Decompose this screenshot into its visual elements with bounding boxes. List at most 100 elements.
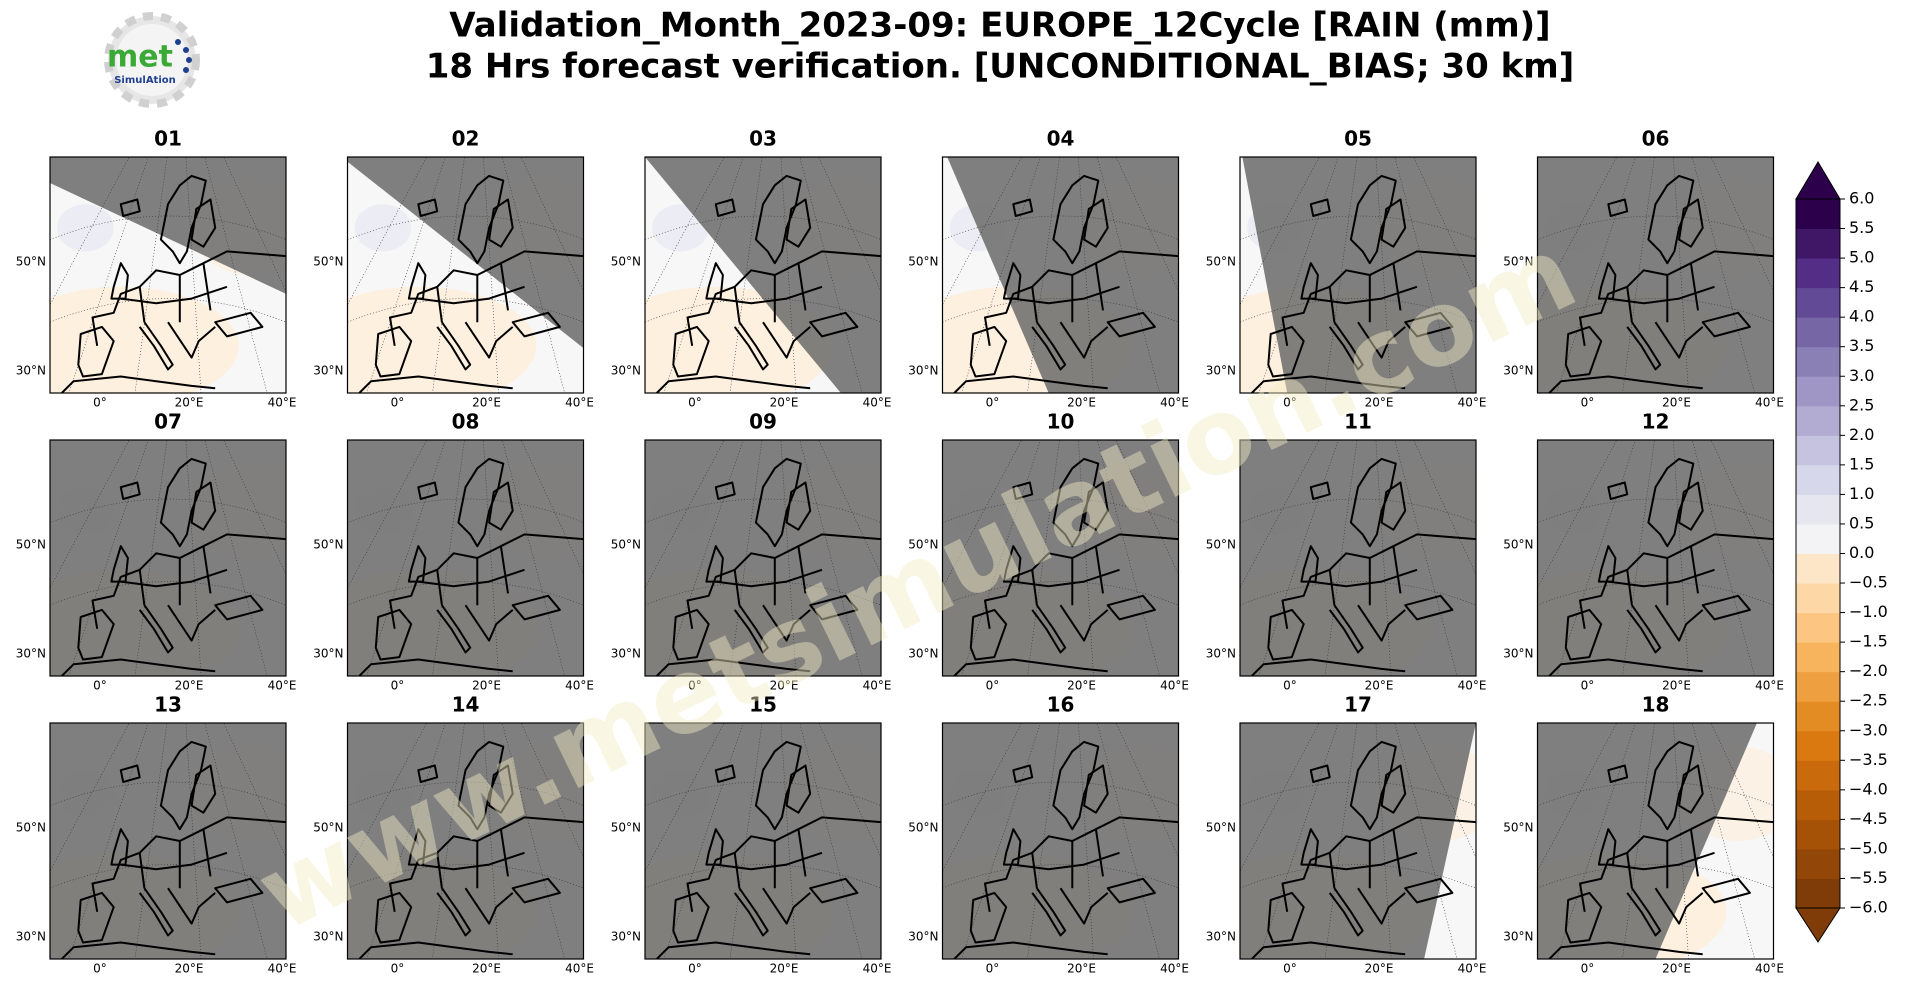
lat-label: 50°N bbox=[908, 821, 938, 835]
graticule bbox=[1240, 864, 1476, 889]
coastline bbox=[389, 816, 584, 912]
coastline bbox=[1654, 604, 1704, 642]
graticule bbox=[1537, 781, 1774, 806]
colorbar-tick-label: −2.0 bbox=[1849, 661, 1888, 680]
graticule bbox=[1537, 581, 1774, 606]
coastline bbox=[1013, 829, 1120, 889]
coastline bbox=[138, 604, 174, 654]
graticule bbox=[68, 440, 149, 676]
graticule bbox=[347, 864, 584, 889]
coastline bbox=[984, 816, 1179, 912]
coastline bbox=[714, 764, 736, 783]
coastline bbox=[1548, 375, 1703, 393]
lon-label: 20°E bbox=[1662, 396, 1691, 410]
lon-label: 0° bbox=[1581, 962, 1595, 976]
lon-label: 0° bbox=[93, 962, 107, 976]
lon-label: 20°E bbox=[1067, 396, 1096, 410]
map-panel bbox=[942, 723, 1179, 959]
lon-label: 20°E bbox=[472, 396, 501, 410]
colorbar-tick-label: −5.0 bbox=[1849, 838, 1888, 857]
coastline bbox=[686, 533, 881, 629]
colorbar-tick-label: 5.5 bbox=[1849, 218, 1874, 237]
lon-label: 40°E bbox=[268, 396, 297, 410]
color-band bbox=[1796, 583, 1840, 614]
coastline bbox=[1031, 604, 1067, 654]
lat-label: 30°N bbox=[1503, 647, 1533, 661]
graticule bbox=[663, 157, 744, 393]
graticule bbox=[1240, 581, 1476, 606]
graticule bbox=[347, 581, 584, 606]
graticule bbox=[1240, 781, 1476, 806]
coastline bbox=[110, 262, 129, 300]
coastline bbox=[214, 594, 264, 621]
color-band bbox=[1796, 819, 1840, 850]
graticule bbox=[50, 864, 286, 889]
panel-title: 06 bbox=[1642, 127, 1670, 151]
coastline bbox=[417, 198, 439, 217]
map-frame bbox=[346, 722, 585, 960]
coastline bbox=[1059, 604, 1109, 642]
lat-label: 50°N bbox=[1206, 821, 1236, 835]
coastline bbox=[488, 481, 514, 531]
colorbar-tick-label: 3.0 bbox=[1849, 366, 1874, 385]
graticule bbox=[1673, 440, 1689, 676]
graticule bbox=[780, 723, 797, 959]
night-shade bbox=[947, 157, 1179, 393]
lon-label: 40°E bbox=[863, 679, 892, 693]
map-frame bbox=[1536, 156, 1775, 394]
lat-label: 30°N bbox=[16, 647, 46, 661]
lon-label: 20°E bbox=[770, 679, 799, 693]
graticule bbox=[1258, 157, 1339, 393]
color-band bbox=[1796, 258, 1840, 289]
coastline bbox=[358, 375, 513, 393]
coastline bbox=[1309, 198, 1331, 217]
lon-label: 0° bbox=[93, 396, 107, 410]
coastline bbox=[1083, 481, 1109, 531]
lon-label: 0° bbox=[986, 962, 1000, 976]
map-panel bbox=[645, 440, 881, 676]
lon-label: 20°E bbox=[1365, 679, 1394, 693]
lon-label: 40°E bbox=[1458, 396, 1487, 410]
color-band bbox=[1796, 376, 1840, 407]
panel-title: 09 bbox=[749, 410, 777, 434]
coastline bbox=[1052, 457, 1100, 548]
coastline bbox=[120, 263, 228, 323]
lon-label: 40°E bbox=[268, 962, 297, 976]
color-band bbox=[1796, 405, 1840, 436]
coastline bbox=[1701, 877, 1751, 904]
coastline bbox=[1678, 198, 1704, 248]
color-band bbox=[1796, 553, 1840, 584]
graticule bbox=[1673, 157, 1689, 393]
coastline bbox=[110, 545, 129, 583]
coastline bbox=[1678, 481, 1704, 531]
colorbar-tick-label: −6.0 bbox=[1849, 898, 1888, 917]
graticule bbox=[942, 498, 1179, 523]
coastline bbox=[77, 325, 115, 378]
graticule bbox=[1078, 723, 1094, 959]
panel-title: 14 bbox=[452, 693, 480, 717]
coastline bbox=[1654, 887, 1704, 925]
colorbar-tick-label: −0.5 bbox=[1849, 573, 1888, 592]
logo-subtitle: SimulAtion bbox=[114, 75, 176, 86]
coastline bbox=[1654, 321, 1704, 359]
title-line: Validation_Month_2023-09: EUROPE_12Cycle… bbox=[449, 6, 1550, 46]
lat-label: 30°N bbox=[313, 647, 343, 661]
coastline bbox=[1013, 263, 1120, 323]
panel-title: 18 bbox=[1642, 693, 1670, 717]
graticule bbox=[1375, 723, 1392, 959]
coastline bbox=[969, 891, 1008, 944]
coastline bbox=[407, 545, 427, 583]
lat-label: 50°N bbox=[1503, 538, 1533, 552]
coastline bbox=[167, 321, 216, 359]
coastline bbox=[1328, 887, 1364, 937]
graticule bbox=[483, 440, 499, 676]
map-panel bbox=[942, 157, 1179, 393]
lon-label: 20°E bbox=[1365, 396, 1394, 410]
coastline bbox=[159, 457, 207, 548]
map-panel bbox=[1537, 440, 1774, 676]
coastline bbox=[1608, 263, 1715, 323]
coastline bbox=[1106, 594, 1156, 621]
coastline bbox=[407, 262, 427, 300]
graticule bbox=[1240, 298, 1476, 323]
colorbar-tick-label: 4.5 bbox=[1849, 277, 1874, 296]
